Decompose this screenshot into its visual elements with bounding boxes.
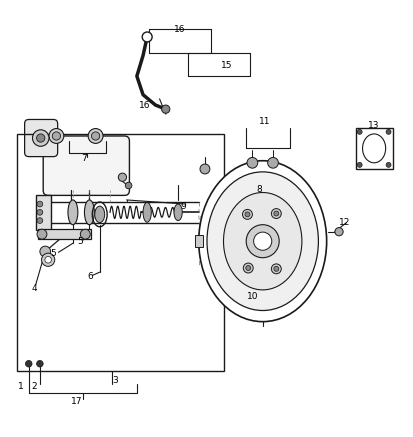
Circle shape [37, 229, 47, 239]
Text: 2: 2 [31, 382, 36, 391]
Text: 17: 17 [71, 397, 83, 406]
Text: 1: 1 [18, 382, 23, 391]
Circle shape [49, 128, 64, 143]
FancyBboxPatch shape [24, 119, 57, 156]
Text: 8: 8 [256, 185, 261, 194]
Circle shape [334, 228, 342, 236]
Circle shape [80, 229, 90, 239]
Text: 4: 4 [32, 284, 38, 293]
Circle shape [40, 246, 50, 257]
Circle shape [88, 128, 103, 143]
Circle shape [247, 157, 257, 168]
Circle shape [242, 209, 252, 219]
Text: 16: 16 [173, 25, 185, 34]
Text: 3: 3 [112, 376, 118, 385]
Circle shape [36, 134, 45, 142]
Circle shape [37, 209, 43, 215]
Bar [355, 128, 392, 169]
Text: 6: 6 [87, 272, 93, 281]
Text: 5: 5 [77, 237, 83, 246]
Text: 13: 13 [367, 121, 378, 130]
Ellipse shape [223, 193, 301, 290]
Bar [38, 229, 91, 239]
Circle shape [32, 130, 49, 146]
Circle shape [267, 157, 278, 168]
Circle shape [45, 257, 51, 263]
Circle shape [246, 225, 278, 258]
Bar [17, 134, 223, 371]
Circle shape [161, 105, 169, 113]
Circle shape [37, 218, 43, 223]
Circle shape [142, 32, 152, 42]
Circle shape [385, 129, 390, 134]
Bar [36, 194, 51, 230]
Text: 16: 16 [139, 101, 150, 110]
Ellipse shape [173, 204, 182, 221]
Circle shape [125, 182, 132, 189]
Ellipse shape [68, 200, 78, 225]
Circle shape [271, 208, 280, 218]
Text: 11: 11 [259, 117, 270, 126]
Circle shape [25, 361, 32, 367]
Circle shape [199, 164, 209, 174]
Text: 7: 7 [81, 154, 87, 163]
Bar [194, 235, 202, 247]
Text: 5: 5 [50, 249, 56, 258]
Circle shape [253, 232, 271, 250]
Text: 15: 15 [221, 61, 233, 70]
Circle shape [356, 163, 361, 167]
Circle shape [52, 132, 60, 140]
Ellipse shape [143, 202, 151, 222]
Text: 9: 9 [180, 201, 185, 211]
Circle shape [91, 132, 100, 140]
Circle shape [273, 267, 278, 271]
Circle shape [118, 173, 126, 181]
Ellipse shape [95, 206, 104, 222]
Circle shape [36, 361, 43, 367]
Circle shape [356, 129, 361, 134]
Circle shape [273, 211, 278, 216]
Circle shape [271, 264, 280, 274]
Text: 12: 12 [338, 218, 349, 227]
Ellipse shape [84, 200, 94, 225]
Ellipse shape [198, 161, 326, 322]
Ellipse shape [206, 172, 318, 311]
Circle shape [244, 212, 249, 217]
Circle shape [41, 253, 55, 267]
Circle shape [243, 263, 253, 273]
Text: 10: 10 [246, 292, 258, 302]
Circle shape [385, 163, 390, 167]
Circle shape [245, 266, 250, 271]
FancyBboxPatch shape [43, 136, 129, 195]
Circle shape [37, 201, 43, 207]
